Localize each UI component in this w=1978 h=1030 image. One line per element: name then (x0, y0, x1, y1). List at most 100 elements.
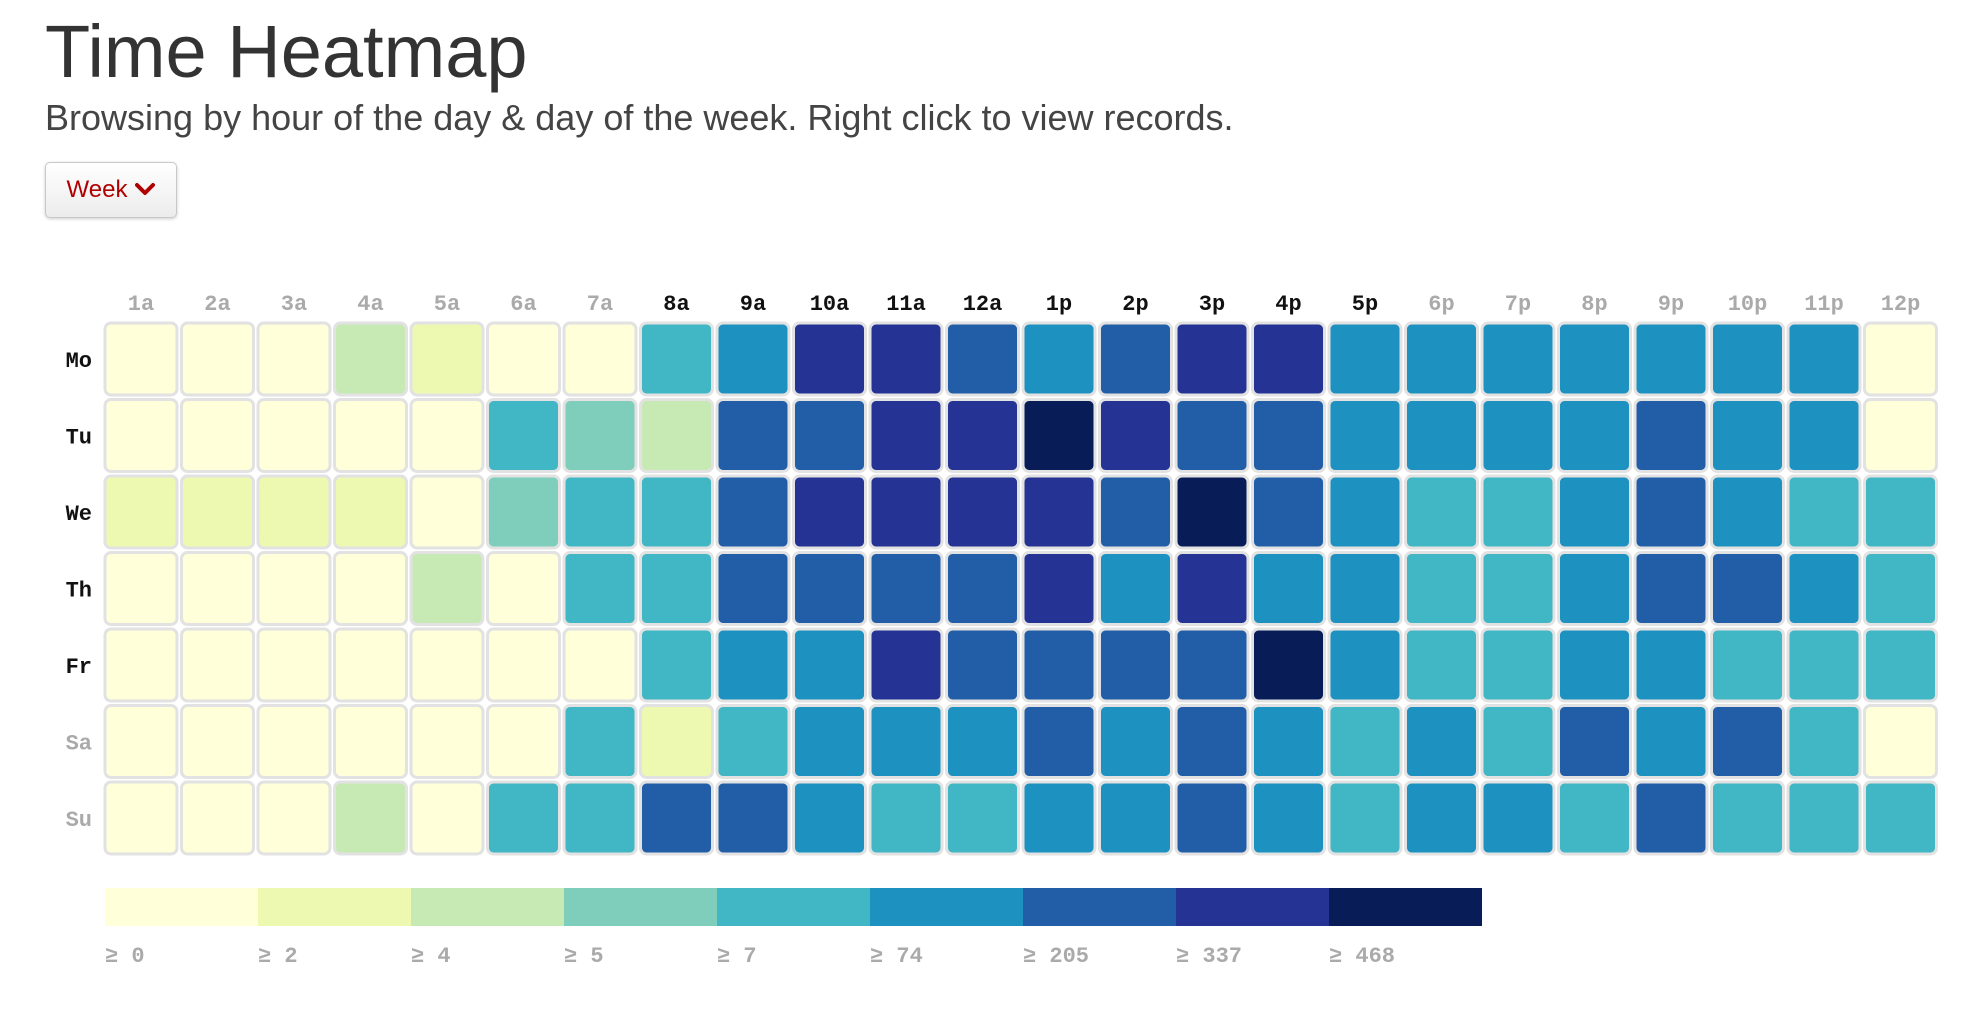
heatmap-cell-Tu-6a[interactable] (486, 398, 561, 473)
heatmap-cell-Fr-9p[interactable] (1633, 627, 1709, 703)
heatmap-cell-Mo-8a[interactable] (639, 321, 714, 397)
heatmap-cell-Mo-1a[interactable] (103, 321, 179, 397)
heatmap-cell-Sa-10a[interactable] (792, 704, 867, 779)
heatmap-cell-Tu-6p[interactable] (1404, 398, 1479, 473)
heatmap-cell-Sa-6p[interactable] (1404, 704, 1479, 779)
heatmap-cell-Mo-10a[interactable] (792, 321, 867, 397)
heatmap-cell-Th-5p[interactable] (1327, 551, 1403, 626)
heatmap-cell-Mo-7p[interactable] (1480, 321, 1556, 397)
heatmap-cell-Su-6a[interactable] (486, 780, 561, 856)
heatmap-cell-Mo-12a[interactable] (945, 321, 1020, 397)
heatmap-cell-Tu-4a[interactable] (333, 398, 408, 473)
heatmap-cell-Th-3a[interactable] (256, 551, 332, 626)
heatmap-cell-Th-1a[interactable] (103, 551, 179, 626)
heatmap-cell-Su-8a[interactable] (639, 780, 714, 856)
heatmap-cell-Sa-4a[interactable] (333, 704, 408, 779)
heatmap-cell-Mo-6p[interactable] (1404, 321, 1479, 397)
heatmap-cell-Mo-1p[interactable] (1021, 321, 1097, 397)
heatmap-cell-Th-3p[interactable] (1174, 551, 1250, 626)
heatmap-cell-Fr-8p[interactable] (1557, 627, 1632, 703)
heatmap-cell-Sa-7p[interactable] (1480, 704, 1556, 779)
heatmap-cell-Fr-4a[interactable] (333, 627, 408, 703)
heatmap-cell-Fr-5a[interactable] (409, 627, 485, 703)
heatmap-cell-We-11a[interactable] (868, 474, 944, 550)
heatmap-cell-Tu-12p[interactable] (1863, 398, 1938, 473)
heatmap-cell-Su-1p[interactable] (1021, 780, 1097, 856)
heatmap-cell-Su-12a[interactable] (945, 780, 1020, 856)
heatmap-cell-Th-11a[interactable] (868, 551, 944, 626)
heatmap-cell-Su-10a[interactable] (792, 780, 867, 856)
heatmap-cell-Th-8p[interactable] (1557, 551, 1632, 626)
heatmap-cell-Fr-10a[interactable] (792, 627, 867, 703)
heatmap-cell-Mo-11p[interactable] (1786, 321, 1862, 397)
heatmap-cell-Fr-12a[interactable] (945, 627, 1020, 703)
heatmap-cell-Tu-7p[interactable] (1480, 398, 1556, 473)
heatmap-cell-Sa-1p[interactable] (1021, 704, 1097, 779)
heatmap-cell-Su-7p[interactable] (1480, 780, 1556, 856)
heatmap-cell-Sa-4p[interactable] (1251, 704, 1326, 779)
heatmap-cell-Tu-1p[interactable] (1021, 398, 1097, 473)
heatmap-cell-Sa-2a[interactable] (180, 704, 255, 779)
heatmap-cell-We-1a[interactable] (103, 474, 179, 550)
heatmap-cell-Mo-3a[interactable] (256, 321, 332, 397)
heatmap-cell-Mo-9a[interactable] (715, 321, 791, 397)
heatmap-cell-Mo-7a[interactable] (562, 321, 638, 397)
heatmap-cell-We-4p[interactable] (1251, 474, 1326, 550)
heatmap-cell-We-5a[interactable] (409, 474, 485, 550)
heatmap-cell-We-8p[interactable] (1557, 474, 1632, 550)
heatmap-cell-We-12p[interactable] (1863, 474, 1938, 550)
heatmap-cell-Sa-3p[interactable] (1174, 704, 1250, 779)
heatmap-cell-Mo-4p[interactable] (1251, 321, 1326, 397)
heatmap-cell-Mo-10p[interactable] (1710, 321, 1785, 397)
heatmap-cell-Fr-12p[interactable] (1863, 627, 1938, 703)
heatmap-cell-Tu-11p[interactable] (1786, 398, 1862, 473)
heatmap-cell-Tu-1a[interactable] (103, 398, 179, 473)
heatmap-cell-We-11p[interactable] (1786, 474, 1862, 550)
heatmap-cell-Th-10a[interactable] (792, 551, 867, 626)
heatmap-cell-Sa-12a[interactable] (945, 704, 1020, 779)
heatmap-cell-Tu-10a[interactable] (792, 398, 867, 473)
heatmap-cell-Su-9a[interactable] (715, 780, 791, 856)
heatmap-cell-We-2a[interactable] (180, 474, 255, 550)
heatmap-cell-Su-10p[interactable] (1710, 780, 1785, 856)
heatmap-cell-We-6p[interactable] (1404, 474, 1479, 550)
heatmap-cell-Mo-4a[interactable] (333, 321, 408, 397)
heatmap-cell-Fr-7p[interactable] (1480, 627, 1556, 703)
heatmap-cell-We-4a[interactable] (333, 474, 408, 550)
heatmap-cell-Su-12p[interactable] (1863, 780, 1938, 856)
heatmap-cell-Su-2p[interactable] (1098, 780, 1173, 856)
heatmap-cell-Th-9a[interactable] (715, 551, 791, 626)
heatmap-cell-We-10p[interactable] (1710, 474, 1785, 550)
heatmap-cell-Fr-7a[interactable] (562, 627, 638, 703)
heatmap-cell-Sa-8p[interactable] (1557, 704, 1632, 779)
heatmap-cell-Sa-11a[interactable] (868, 704, 944, 779)
heatmap-cell-Fr-8a[interactable] (639, 627, 714, 703)
heatmap-cell-Tu-9p[interactable] (1633, 398, 1709, 473)
heatmap-cell-Sa-12p[interactable] (1863, 704, 1938, 779)
heatmap-cell-We-7p[interactable] (1480, 474, 1556, 550)
heatmap-cell-Tu-2p[interactable] (1098, 398, 1173, 473)
heatmap-cell-Sa-2p[interactable] (1098, 704, 1173, 779)
heatmap-cell-Fr-9a[interactable] (715, 627, 791, 703)
heatmap-cell-Mo-12p[interactable] (1863, 321, 1938, 397)
heatmap-cell-Th-4p[interactable] (1251, 551, 1326, 626)
heatmap-cell-Tu-5a[interactable] (409, 398, 485, 473)
heatmap-cell-Mo-6a[interactable] (486, 321, 561, 397)
heatmap-cell-Th-6a[interactable] (486, 551, 561, 626)
heatmap-cell-Mo-11a[interactable] (868, 321, 944, 397)
heatmap-cell-Sa-9a[interactable] (715, 704, 791, 779)
heatmap-cell-We-9p[interactable] (1633, 474, 1709, 550)
heatmap-cell-Su-5p[interactable] (1327, 780, 1403, 856)
heatmap-cell-Th-7a[interactable] (562, 551, 638, 626)
heatmap-cell-Th-12a[interactable] (945, 551, 1020, 626)
heatmap-cell-Fr-2a[interactable] (180, 627, 255, 703)
heatmap-cell-Tu-8p[interactable] (1557, 398, 1632, 473)
heatmap-cell-Sa-9p[interactable] (1633, 704, 1709, 779)
heatmap-cell-We-2p[interactable] (1098, 474, 1173, 550)
heatmap-cell-Tu-9a[interactable] (715, 398, 791, 473)
heatmap-cell-We-6a[interactable] (486, 474, 561, 550)
heatmap-cell-Tu-3a[interactable] (256, 398, 332, 473)
heatmap-cell-Mo-2a[interactable] (180, 321, 255, 397)
heatmap-cell-Fr-1p[interactable] (1021, 627, 1097, 703)
heatmap-cell-Tu-3p[interactable] (1174, 398, 1250, 473)
